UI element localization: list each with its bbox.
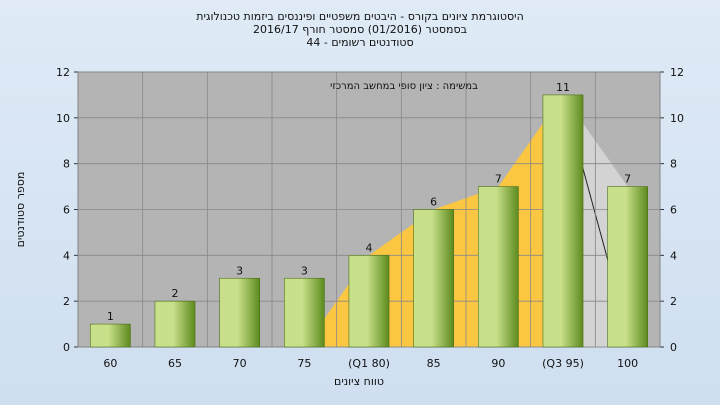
y-tick-label-left: 12 <box>56 66 70 79</box>
bar <box>154 300 196 348</box>
data-label: 3 <box>301 264 308 277</box>
x-tick-label: (Q1 80) <box>348 357 390 370</box>
bar <box>413 209 455 348</box>
x-tick-label: 65 <box>168 357 182 370</box>
data-label: 1 <box>107 310 114 323</box>
y-tick-label-left: 0 <box>63 341 70 354</box>
bar <box>219 277 261 348</box>
x-tick-label: 70 <box>233 357 247 370</box>
chart-title-line-1: היסטוגרמת ציונים בקורס - היבטים משפטיים … <box>196 10 524 23</box>
bar <box>607 186 649 348</box>
y-tick-label-left: 6 <box>63 204 70 217</box>
y-tick-label-right: 8 <box>670 158 677 171</box>
y-tick-label-right: 0 <box>670 341 677 354</box>
bar <box>89 323 131 348</box>
chart-title-line-3: סטודנטים רשומים - 44 <box>306 36 414 49</box>
y-tick-label-left: 10 <box>56 112 70 125</box>
x-tick-label: 85 <box>427 357 441 370</box>
x-tick-label: (Q3 95) <box>542 357 584 370</box>
bar <box>477 186 519 348</box>
y-tick-label-right: 10 <box>670 112 684 125</box>
bar <box>283 277 325 348</box>
y-tick-label-left: 2 <box>63 295 70 308</box>
data-label: 11 <box>556 81 570 94</box>
y-tick-label-right: 6 <box>670 204 677 217</box>
x-tick-label: 100 <box>617 357 638 370</box>
data-label: 6 <box>430 196 437 209</box>
y-tick-label-right: 12 <box>670 66 684 79</box>
bar <box>542 94 584 348</box>
chart-annotation: במשימה : ציון סופי במחשב המרכזי <box>330 81 478 92</box>
y-tick-label-right: 2 <box>670 295 677 308</box>
y-tick-label-left: 8 <box>63 158 70 171</box>
chart-title-line-2: בסמסטר (01/2016) סמסטר חורף 2016/17 <box>253 23 467 36</box>
data-label: 3 <box>236 264 243 277</box>
x-axis-label: טווח ציונים <box>334 375 384 388</box>
data-label: 4 <box>366 241 373 254</box>
y-tick-label-left: 4 <box>63 249 70 262</box>
y-axis-label: מספר סטודנטים <box>14 172 27 248</box>
data-label: 2 <box>172 287 179 300</box>
x-tick-label: 90 <box>491 357 505 370</box>
bar <box>348 255 390 348</box>
x-tick-label: 75 <box>297 357 311 370</box>
data-label: 7 <box>624 173 631 186</box>
x-tick-label: 60 <box>103 357 117 370</box>
y-tick-label-right: 4 <box>670 249 677 262</box>
data-label: 7 <box>495 173 502 186</box>
